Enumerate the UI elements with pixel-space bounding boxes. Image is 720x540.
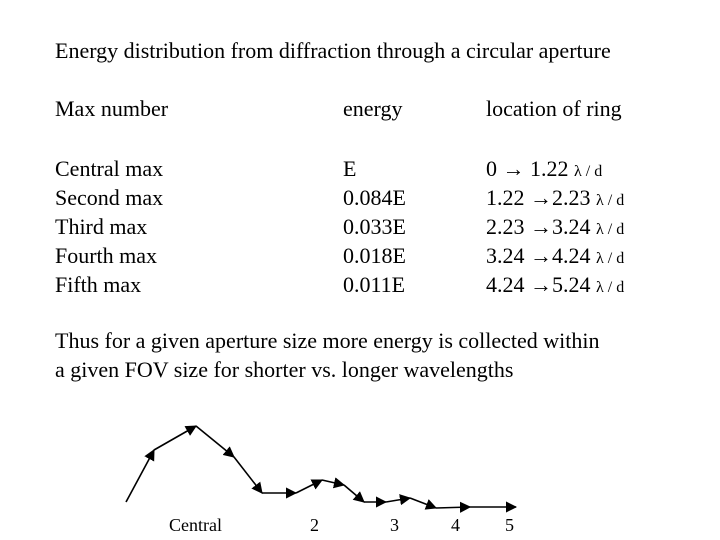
ring-range: 2.23 →3.24 λ / d xyxy=(486,212,624,241)
sketch-label-2: 2 xyxy=(310,515,319,535)
sketch-arrows xyxy=(125,425,518,513)
sketch-label-5: 5 xyxy=(505,515,514,535)
sketch-label-4: 4 xyxy=(451,515,460,535)
row-name: Fifth max xyxy=(55,272,142,297)
energy-column: E 0.084E 0.033E 0.018E 0.011E xyxy=(343,154,406,299)
row-energy: 0.084E xyxy=(343,185,406,210)
sketch-arrow xyxy=(321,477,346,489)
sketch-label-3: 3 xyxy=(390,515,399,535)
lambda-over-d: λ / d xyxy=(596,279,625,296)
slide-title: Energy distribution from diffraction thr… xyxy=(55,38,611,63)
sketch-arrow xyxy=(153,425,197,451)
ring-to: 2.23 xyxy=(552,185,591,210)
lambda-over-d: λ / d xyxy=(596,192,625,209)
sketch-arrow xyxy=(125,449,155,503)
sketch-label-central: Central xyxy=(169,515,222,535)
row-energy: 0.033E xyxy=(343,214,406,239)
lambda-over-d: λ / d xyxy=(574,163,603,180)
row-energy: 0.018E xyxy=(343,243,406,268)
lambda-over-d: λ / d xyxy=(596,221,625,238)
row-energy: 0.011E xyxy=(343,272,406,297)
sketch-arrow xyxy=(195,425,235,458)
arrow-symbol: → xyxy=(502,156,525,181)
ring-range: 3.24 →4.24 λ / d xyxy=(486,241,624,270)
ring-location-column: 0 → 1.22 λ / d 1.22 →2.23 λ / d 2.23 →3.… xyxy=(486,154,624,299)
conclusion-line: Thus for a given aperture size more ener… xyxy=(55,328,600,353)
sketch-arrow xyxy=(409,497,438,510)
header-energy: energy xyxy=(343,96,403,121)
ring-to: 3.24 xyxy=(552,214,591,239)
sketch-arrow xyxy=(343,484,365,503)
sketch-arrow xyxy=(435,501,472,513)
row-name: Fourth max xyxy=(55,243,158,268)
row-energy: E xyxy=(343,156,357,181)
header-location-of-ring: location of ring xyxy=(486,96,622,121)
sketch-arrow xyxy=(295,479,324,494)
ring-range: 0 → 1.22 λ / d xyxy=(486,154,624,183)
arrow-symbol: → xyxy=(530,185,552,210)
ring-range: 4.24 →5.24 λ / d xyxy=(486,270,624,299)
ring-to: 1.22 xyxy=(530,156,569,181)
arrow-symbol: → xyxy=(530,243,552,268)
ring-from: 1.22 xyxy=(486,185,525,210)
ring-from: 0 xyxy=(486,156,497,181)
row-name: Second max xyxy=(55,185,164,210)
ring-from: 4.24 xyxy=(486,272,525,297)
sketch-arrow xyxy=(385,494,412,506)
sketch-arrow xyxy=(233,456,263,494)
conclusion-line: a given FOV size for shorter vs. longer … xyxy=(55,357,514,382)
row-name: Central max xyxy=(55,156,164,181)
conclusion-text: Thus for a given aperture size more ener… xyxy=(55,326,695,384)
arrow-symbol: → xyxy=(530,214,552,239)
row-name: Third max xyxy=(55,214,148,239)
max-name-column: Central max Second max Third max Fourth … xyxy=(55,154,163,299)
ring-from: 3.24 xyxy=(486,243,525,268)
ring-from: 2.23 xyxy=(486,214,525,239)
header-max-number: Max number xyxy=(55,96,169,121)
ring-range: 1.22 →2.23 λ / d xyxy=(486,183,624,212)
arrow-symbol: → xyxy=(530,272,552,297)
ring-to: 5.24 xyxy=(552,272,591,297)
ring-to: 4.24 xyxy=(552,243,591,268)
lambda-over-d: λ / d xyxy=(596,250,625,267)
